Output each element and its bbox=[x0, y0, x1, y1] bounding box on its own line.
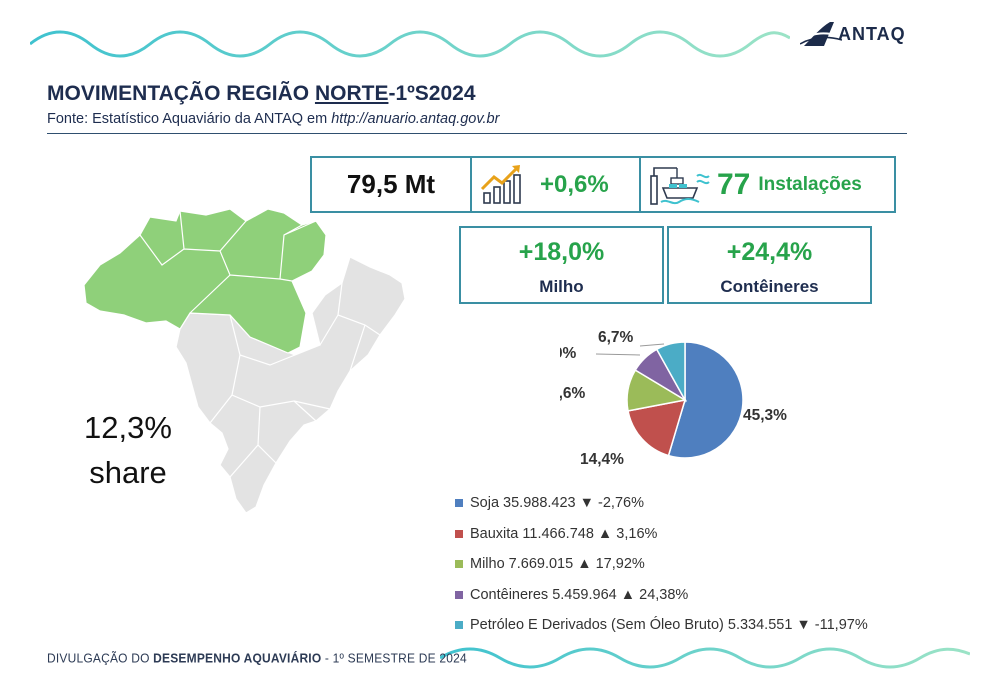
pie-label-4: 6,9% bbox=[560, 345, 577, 362]
legend-swatch bbox=[455, 621, 463, 630]
title-part2: -1ºS2024 bbox=[388, 82, 476, 105]
legend-text: Bauxita 11.466.748 ▲ 3,16% bbox=[470, 525, 658, 542]
legend-item-2: Bauxita 11.466.748 ▲ 3,16% bbox=[455, 519, 868, 550]
pie-leader-line-2 bbox=[639, 343, 665, 347]
legend-item-1: Soja 35.988.423 ▼ -2,76% bbox=[455, 488, 868, 519]
pie-slice-5 bbox=[655, 341, 686, 403]
brazil-map bbox=[83, 208, 406, 514]
page-title: MOVIMENTAÇÃO REGIÃO NORTE-1ºS2024 bbox=[47, 82, 476, 106]
legend-text: Petróleo E Derivados (Sem Óleo Bruto) 5.… bbox=[470, 617, 868, 634]
kpi-installations-count: 77 bbox=[717, 167, 751, 201]
bottom-wave-decoration bbox=[440, 647, 970, 669]
legend-item-5: Petróleo E Derivados (Sem Óleo Bruto) 5.… bbox=[455, 610, 868, 641]
kpi-milho-label: Milho bbox=[539, 277, 584, 296]
footer-part2: DESEMPENHO AQUAVIÁRIO bbox=[153, 650, 322, 666]
title-region: NORTE bbox=[314, 82, 389, 105]
legend-swatch bbox=[455, 499, 463, 508]
kpi-installations-label: Instalações bbox=[758, 173, 862, 195]
legend-item-4: Contêineres 5.459.964 ▲ 24,38% bbox=[455, 580, 868, 611]
kpi-milho-box: +18,0% Milho bbox=[459, 226, 664, 304]
antaq-logo-mark-icon bbox=[800, 22, 842, 46]
share-callout: 12,3% share bbox=[68, 405, 188, 495]
kpi-installations: 77 Instalações bbox=[639, 158, 894, 211]
pie-label-5: 6,7% bbox=[598, 329, 634, 346]
legend-text: Milho 7.669.015 ▲ 17,92% bbox=[470, 556, 645, 573]
kpi-containers-pct: +24,4% bbox=[726, 238, 813, 266]
kpi-total-tonnage: 79,5 Mt bbox=[312, 158, 472, 211]
growth-chart-icon bbox=[480, 164, 521, 204]
antaq-logo: ANTAQ bbox=[800, 18, 906, 50]
map-other-regions bbox=[175, 256, 406, 514]
legend-swatch bbox=[455, 590, 463, 599]
title-divider bbox=[47, 133, 907, 134]
source-note: Fonte: Estatístico Aquaviário da ANTAQ e… bbox=[47, 111, 499, 127]
legend-text: Soja 35.988.423 ▼ -2,76% bbox=[470, 495, 644, 512]
footer-part3: - 1º SEMESTRE DE 2024 bbox=[321, 650, 467, 666]
kpi-milho-pct: +18,0% bbox=[518, 238, 605, 266]
pie-slice-1 bbox=[667, 341, 744, 459]
pie-label-1: 45,3% bbox=[743, 407, 787, 424]
pie-label-3: 9,6% bbox=[560, 385, 586, 402]
share-label: share bbox=[89, 455, 167, 490]
footer-caption: DIVULGAÇÃO DO DESEMPENHO AQUAVIÁRIO - 1º… bbox=[47, 650, 467, 665]
kpi-row: 79,5 Mt +0,6% 77 Instalações bbox=[310, 156, 896, 213]
pie-label-2: 14,4% bbox=[580, 451, 624, 468]
top-wave-decoration bbox=[30, 30, 790, 58]
map-north-region bbox=[83, 208, 327, 354]
kpi-containers-label: Contêineres bbox=[720, 277, 819, 296]
antaq-logo-text: ANTAQ bbox=[838, 23, 906, 44]
legend-swatch bbox=[455, 529, 463, 538]
kpi-growth: +0,6% bbox=[470, 158, 641, 211]
footer-part1: DIVULGAÇÃO DO bbox=[47, 650, 154, 666]
cargo-pie-chart: 45,3% 14,4% 9,6% 6,9% 6,7% bbox=[560, 329, 787, 468]
legend-text: Contêineres 5.459.964 ▲ 24,38% bbox=[470, 586, 689, 603]
pie-slice-2 bbox=[627, 399, 687, 457]
source-prefix: Fonte: Estatístico Aquaviário da ANTAQ e… bbox=[47, 111, 332, 127]
kpi-containers-box: +24,4% Contêineres bbox=[667, 226, 872, 304]
legend-swatch bbox=[455, 560, 463, 569]
legend-item-3: Milho 7.669.015 ▲ 17,92% bbox=[455, 549, 868, 580]
pie-leader-line-1 bbox=[595, 353, 641, 356]
port-ship-icon bbox=[650, 166, 710, 205]
kpi-growth-value: +0,6% bbox=[540, 170, 609, 198]
title-part1: MOVIMENTAÇÃO REGIÃO bbox=[47, 82, 315, 105]
pie-legend: Soja 35.988.423 ▼ -2,76% Bauxita 11.466.7… bbox=[455, 488, 868, 641]
share-value: 12,3% bbox=[84, 410, 172, 445]
source-url: http://anuario.antaq.gov.br bbox=[331, 111, 500, 127]
